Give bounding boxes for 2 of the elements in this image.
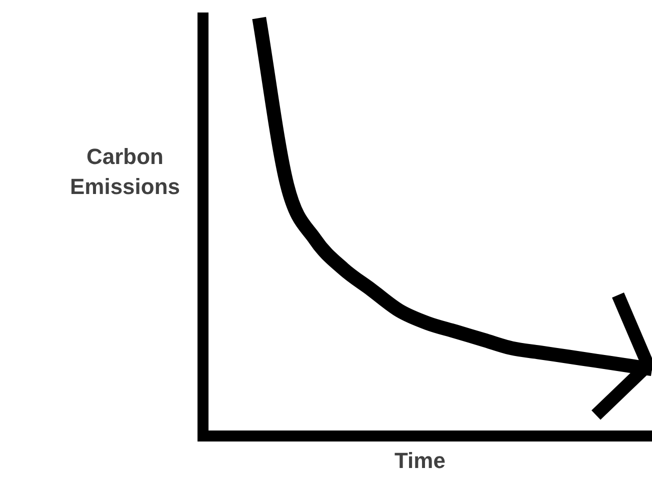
x-axis-title: Time (394, 447, 446, 475)
y-axis-title: Carbon Emissions (68, 143, 182, 201)
